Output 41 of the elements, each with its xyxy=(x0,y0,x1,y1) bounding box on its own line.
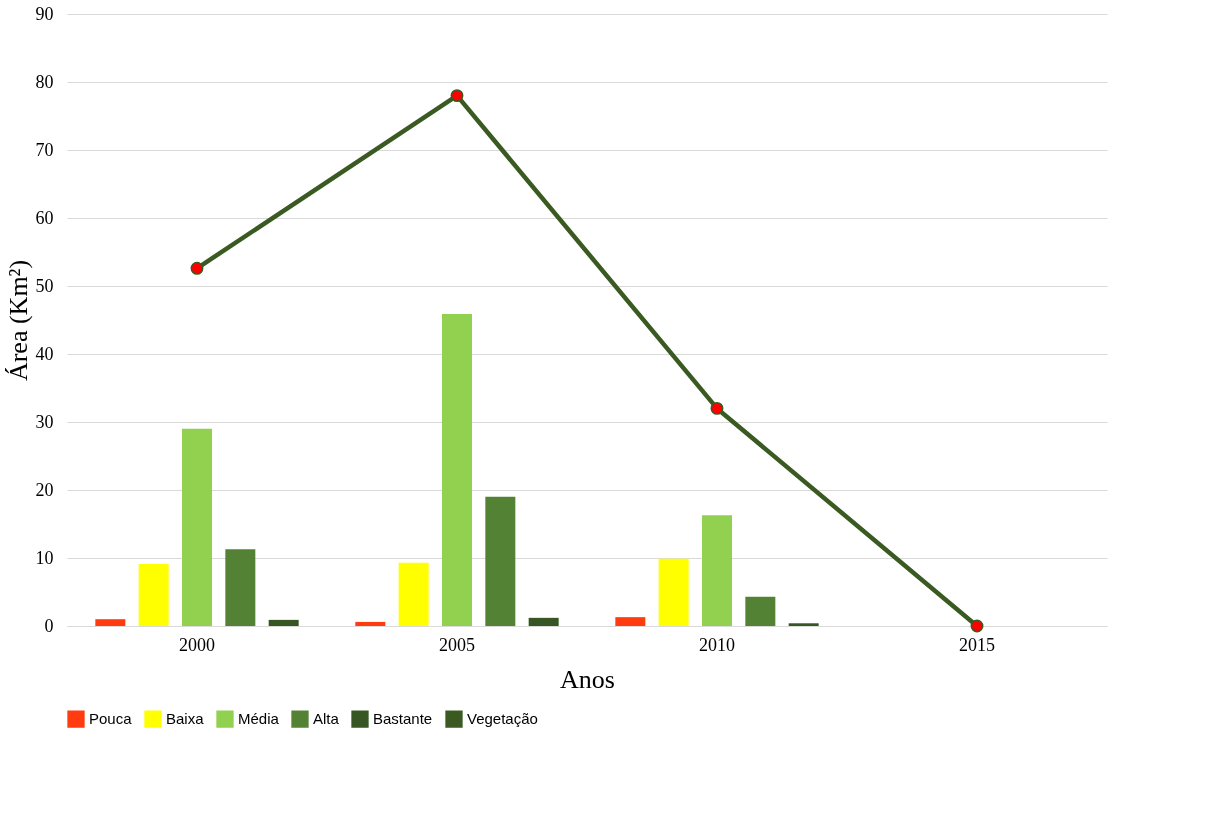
bar xyxy=(615,617,646,626)
legend-label: Bastante xyxy=(373,710,433,728)
bar xyxy=(95,619,126,626)
point xyxy=(710,401,724,415)
y-tick-label: 70 xyxy=(35,139,54,160)
x-tick-label: 2005 xyxy=(439,634,475,655)
y-tick-label: 30 xyxy=(35,411,54,432)
y-tick-label: 40 xyxy=(35,343,54,364)
point xyxy=(450,89,464,103)
bar xyxy=(745,596,776,626)
legend-label: Vegetação xyxy=(467,710,538,728)
y-axis-title: Área (Km²) xyxy=(3,259,33,382)
point xyxy=(970,619,984,633)
y-tick-label: 20 xyxy=(35,479,54,500)
y-tick-label: 60 xyxy=(35,207,54,228)
bar xyxy=(355,621,386,626)
bar xyxy=(225,549,256,626)
y-tick-label: 90 xyxy=(35,3,54,24)
bar xyxy=(442,313,472,626)
point xyxy=(190,261,204,275)
x-tick-label: 2000 xyxy=(179,634,215,655)
legend-label: Alta xyxy=(313,710,340,728)
y-tick-label: 0 xyxy=(44,615,54,636)
bar xyxy=(528,617,559,626)
legend-label: Baixa xyxy=(166,710,205,728)
y-tick-label: 10 xyxy=(35,547,54,568)
bar xyxy=(398,562,429,626)
bar xyxy=(702,515,732,626)
bar xyxy=(788,623,819,626)
x-tick-label: 2010 xyxy=(699,634,735,655)
y-tick-label: 50 xyxy=(35,275,54,296)
legend-label: Pouca xyxy=(89,710,133,728)
y-tick-label: 80 xyxy=(35,71,54,92)
bar xyxy=(268,619,299,626)
bar xyxy=(658,558,689,626)
x-axis-title: Anos xyxy=(560,664,615,694)
bar xyxy=(182,428,212,626)
x-tick-label: 2015 xyxy=(959,634,995,655)
legend-label: Média xyxy=(238,710,280,728)
bar xyxy=(485,496,516,626)
bar xyxy=(138,564,169,626)
